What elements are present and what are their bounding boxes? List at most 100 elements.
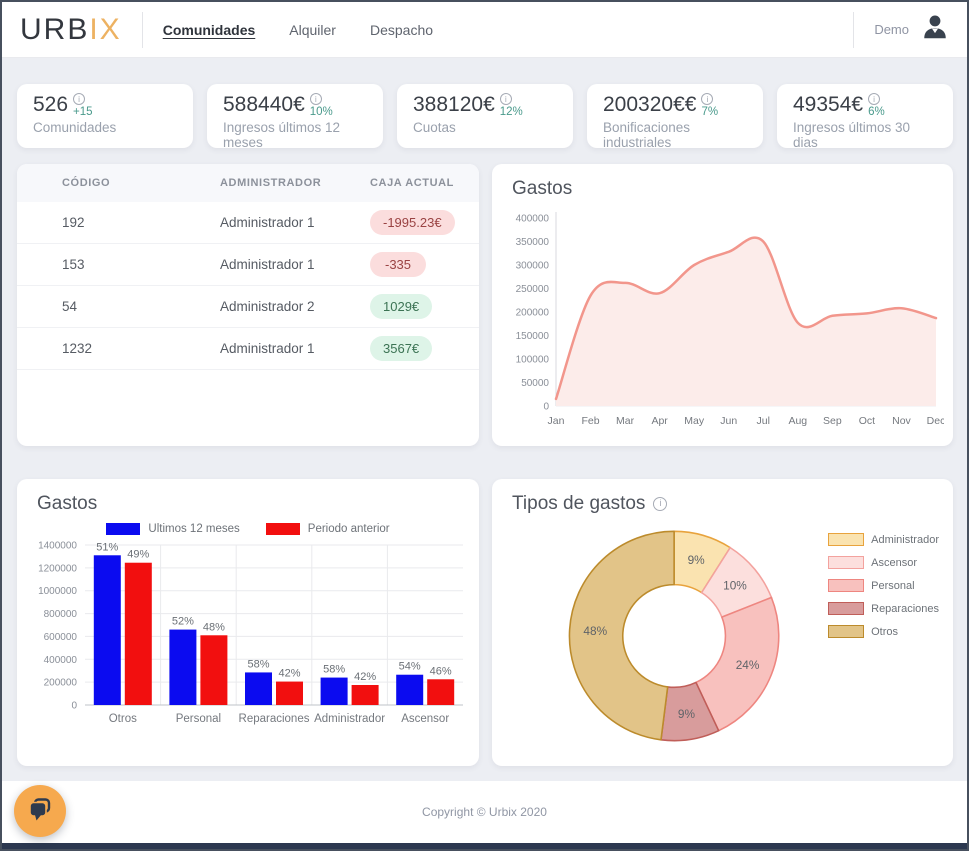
table-row[interactable]: 1232 Administrador 1 3567€ <box>17 327 479 370</box>
svg-text:Personal: Personal <box>176 713 221 725</box>
urbix-logo[interactable]: URBIX <box>20 12 122 46</box>
svg-text:Jun: Jun <box>720 415 737 427</box>
legend-item-ascensor: Ascensor <box>828 556 939 569</box>
svg-text:400000: 400000 <box>516 214 550 225</box>
stat-label: Ingresos últimos 12 meses <box>223 120 341 150</box>
nav-item-despacho[interactable]: Despacho <box>369 21 434 38</box>
svg-text:46%: 46% <box>430 665 452 677</box>
stat-value: 200320€€ <box>603 93 697 116</box>
svg-text:1400000: 1400000 <box>38 541 77 552</box>
bar-chart-title: Gastos <box>37 493 98 514</box>
legend-item-administrador: Administrador <box>828 533 939 546</box>
bottom-accent-bar <box>2 843 967 849</box>
logo-text-accent: IX <box>89 12 122 46</box>
caja-badge: -335 <box>370 252 426 277</box>
user-avatar-icon[interactable] <box>921 13 949 46</box>
legend-item-otros: Otros <box>828 625 939 638</box>
tipos-de-gastos-card: Tipos de gastos i 9% 10% 24% 9% 48% Administr… <box>492 479 953 766</box>
svg-text:49%: 49% <box>127 549 149 561</box>
info-icon[interactable]: i <box>868 93 881 105</box>
legend-item-periodo-anterior: Periodo anterior <box>265 523 390 535</box>
user-name: Demo <box>874 22 909 37</box>
chat-button[interactable] <box>14 785 66 837</box>
nav-item-comunidades[interactable]: Comunidades <box>162 21 256 38</box>
legend-item-ultimos-12-meses: Ultimos 12 meses <box>106 523 240 535</box>
cell-codigo: 54 <box>17 285 212 328</box>
svg-text:50000: 50000 <box>521 378 549 389</box>
info-icon[interactable]: i <box>653 497 668 511</box>
donut-chart-title: Tipos de gastos <box>512 493 646 514</box>
caja-badge: -1995.23€ <box>370 210 455 235</box>
svg-text:10%: 10% <box>723 579 747 593</box>
gastos-line-chart-card: Gastos 0 50000 100000 150000 200000 250000 300… <box>492 164 953 446</box>
svg-text:250000: 250000 <box>516 284 550 295</box>
dashboard-content: 526 i +15 Comunidades 588440€ i 10% Ingres… <box>2 58 967 781</box>
svg-text:200000: 200000 <box>44 678 78 689</box>
table-row[interactable]: 192 Administrador 1 -1995.23€ <box>17 202 479 244</box>
svg-text:51%: 51% <box>96 541 118 553</box>
svg-text:48%: 48% <box>203 621 225 633</box>
svg-text:Jul: Jul <box>757 415 770 427</box>
stat-delta: 7% <box>701 106 719 118</box>
cell-caja: -335 <box>362 243 479 286</box>
stat-card-ingresos-12-meses: 588440€ i 10% Ingresos últimos 12 meses <box>207 84 383 150</box>
svg-text:1000000: 1000000 <box>38 586 77 597</box>
svg-text:Otros: Otros <box>109 713 137 725</box>
legend-label: Administrador <box>871 533 939 546</box>
stats-row: 526 i +15 Comunidades 588440€ i 10% Ingres… <box>17 84 953 150</box>
svg-text:0: 0 <box>71 701 77 712</box>
svg-text:Oct: Oct <box>859 415 875 427</box>
svg-text:58%: 58% <box>247 658 269 670</box>
legend-swatch <box>828 579 865 592</box>
bar-chart-legend: Ultimos 12 meses Periodo anterior <box>17 523 479 535</box>
svg-text:24%: 24% <box>736 658 760 672</box>
cell-caja: 3567€ <box>362 327 479 370</box>
stat-value: 49354€ <box>793 93 864 116</box>
gastos-bar-chart-card: Gastos Ultimos 12 meses Periodo anterior… <box>17 479 479 766</box>
info-icon[interactable]: i <box>309 93 322 105</box>
svg-text:Reparaciones: Reparaciones <box>239 713 310 725</box>
column-header-caja-actual: Caja actual <box>370 177 455 189</box>
stat-label: Comunidades <box>33 120 117 135</box>
svg-text:58%: 58% <box>323 664 345 676</box>
legend-swatch <box>828 602 865 615</box>
comunidades-table: Código Administrador Caja actual 192 Adm… <box>17 164 479 370</box>
legend-label: Personal <box>871 579 915 592</box>
legend-swatch <box>828 556 865 569</box>
legend-label: Ascensor <box>871 556 917 569</box>
svg-text:300000: 300000 <box>516 261 550 272</box>
cell-administrador: Administrador 1 <box>212 327 362 370</box>
cell-codigo: 192 <box>17 202 212 244</box>
svg-text:800000: 800000 <box>44 609 78 620</box>
column-header-codigo: Código <box>62 177 111 189</box>
gastos-line-chart: 0 50000 100000 150000 200000 250000 300000 3500… <box>516 212 944 427</box>
svg-text:Jan: Jan <box>548 415 565 427</box>
table-row[interactable]: 54 Administrador 2 1029€ <box>17 285 479 328</box>
legend-item-reparaciones: Reparaciones <box>828 602 939 615</box>
caja-badge: 3567€ <box>370 336 433 361</box>
svg-text:Dec: Dec <box>927 415 944 427</box>
stat-delta: 10% <box>309 106 333 118</box>
stat-value: 526 <box>33 93 69 116</box>
svg-text:0: 0 <box>543 402 549 413</box>
legend-swatch-blue <box>106 523 141 535</box>
svg-text:52%: 52% <box>172 616 194 628</box>
info-icon[interactable]: i <box>701 93 714 105</box>
legend-swatch <box>828 625 865 638</box>
nav-item-alquiler[interactable]: Alquiler <box>289 21 336 38</box>
legend-label: Reparaciones <box>871 602 939 615</box>
gastos-bar-chart: 0 200000 400000 600000 800000 1000000 1200000 1… <box>38 541 463 725</box>
stat-card-ingresos-30-dias: 49354€ i 6% Ingresos últimos 30 dias <box>777 84 953 150</box>
donut-area: 9% 10% 24% 9% 48% Administrador Ascensor Per… <box>492 515 953 751</box>
svg-text:42%: 42% <box>354 671 376 683</box>
info-icon[interactable]: i <box>73 93 86 105</box>
stat-card-cuotas: 388120€ i 12% Cuotas <box>397 84 573 148</box>
svg-text:Sep: Sep <box>823 415 842 427</box>
svg-text:54%: 54% <box>399 661 421 673</box>
legend-swatch <box>828 533 865 546</box>
table-row[interactable]: 153 Administrador 1 -335 <box>17 243 479 286</box>
svg-text:9%: 9% <box>678 707 696 721</box>
info-icon[interactable]: i <box>499 93 512 105</box>
stat-card-bonificaciones: 200320€€ i 7% Bonificaciones industriales <box>587 84 763 150</box>
